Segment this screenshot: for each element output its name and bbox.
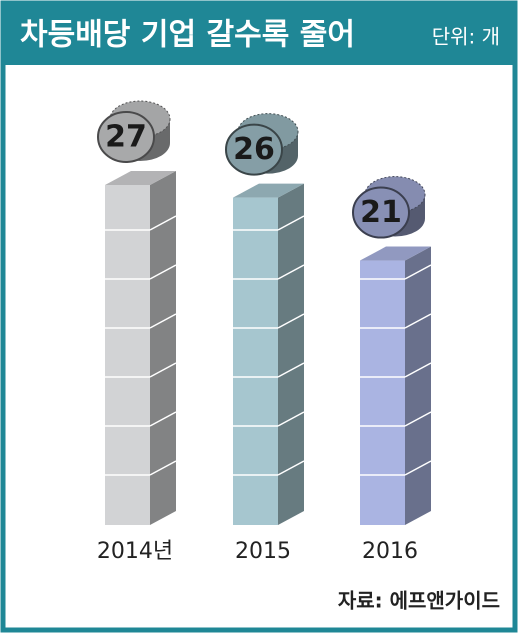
chart-title: 차등배당 기업 갈수록 줄어 bbox=[20, 18, 355, 53]
cube-edge bbox=[404, 362, 432, 378]
title-bar bbox=[3, 3, 515, 65]
cube-edge bbox=[277, 215, 305, 231]
bar-side bbox=[150, 171, 176, 525]
coin-front bbox=[97, 111, 155, 163]
cube-edge bbox=[149, 313, 177, 329]
cube-edge bbox=[404, 264, 432, 280]
cube-edge bbox=[277, 313, 305, 329]
value-label: 26 bbox=[233, 132, 275, 167]
bar-side bbox=[278, 183, 304, 525]
unit-label: 단위: 개 bbox=[432, 25, 500, 49]
cube-edge bbox=[404, 460, 432, 476]
cube-edge bbox=[149, 411, 177, 427]
bar bbox=[360, 260, 405, 525]
cube-edge bbox=[149, 460, 177, 476]
cube-edge bbox=[149, 215, 177, 231]
cube-edge bbox=[277, 264, 305, 280]
cube-edge bbox=[404, 411, 432, 427]
value-label: 27 bbox=[105, 120, 147, 155]
cube-edge bbox=[277, 362, 305, 378]
coin-front bbox=[352, 186, 410, 239]
bar-top bbox=[105, 171, 176, 185]
x-tick-label: 2015 bbox=[235, 539, 291, 564]
bar-top bbox=[360, 246, 431, 261]
value-label: 21 bbox=[360, 195, 402, 230]
x-tick-label: 2014년 bbox=[97, 539, 173, 564]
x-tick-label: 2016 bbox=[362, 539, 418, 564]
cube-edge bbox=[277, 460, 305, 476]
bar bbox=[105, 185, 150, 525]
cube-edge bbox=[149, 362, 177, 378]
bar bbox=[233, 197, 278, 525]
cube-edge bbox=[149, 264, 177, 280]
cube-edge bbox=[277, 411, 305, 427]
bar-side bbox=[405, 246, 431, 526]
cube-edge bbox=[404, 313, 432, 329]
bar-top bbox=[233, 183, 304, 198]
coin-front bbox=[225, 123, 283, 176]
source: 자료: 에프앤가이드 bbox=[338, 589, 500, 613]
